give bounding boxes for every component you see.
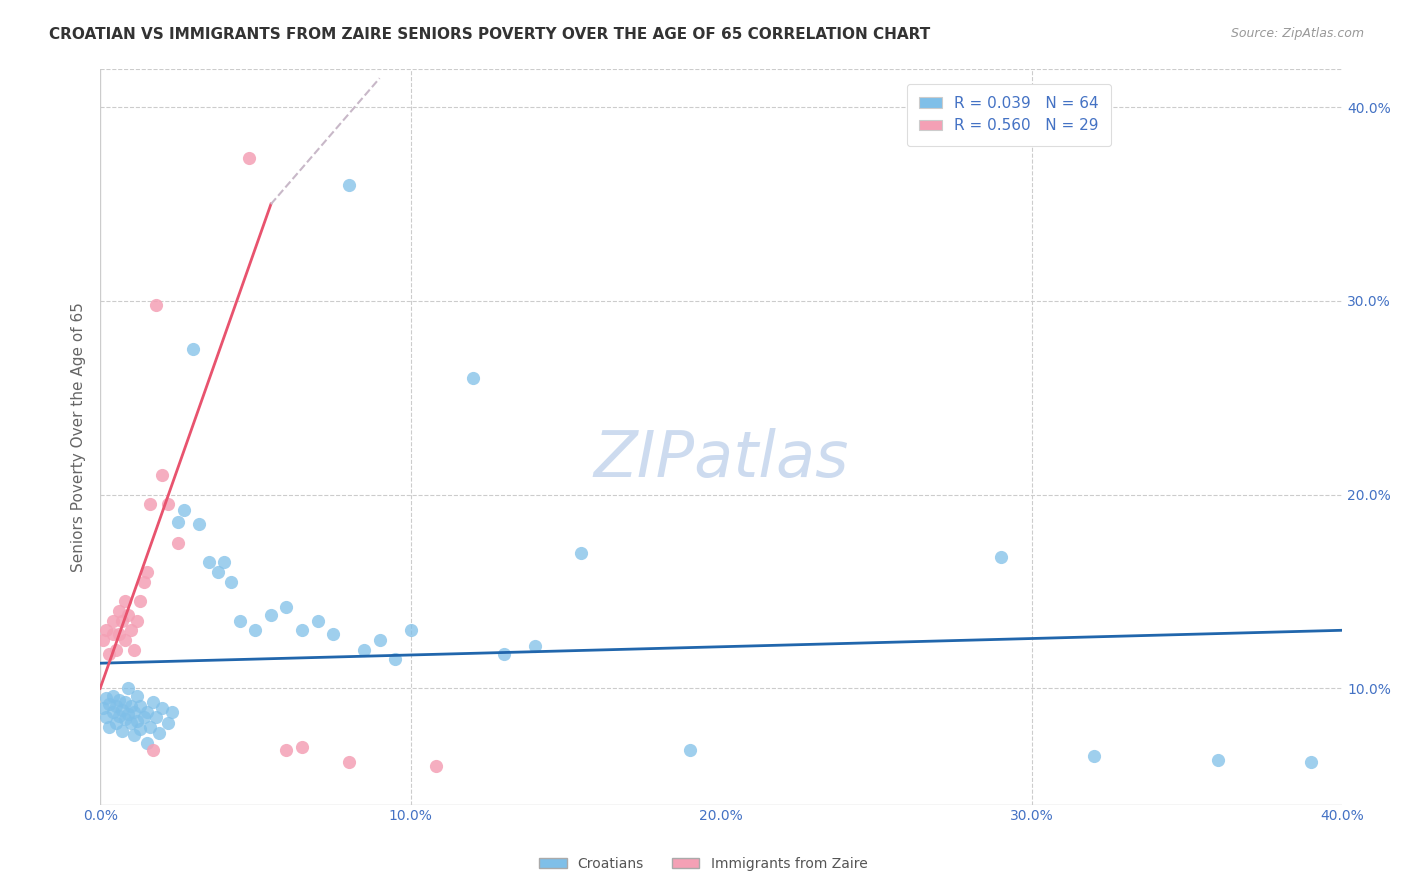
Point xyxy=(492,647,515,661)
Point xyxy=(135,705,157,719)
Point xyxy=(229,614,252,628)
Text: Source: ZipAtlas.com: Source: ZipAtlas.com xyxy=(1230,27,1364,40)
Point xyxy=(135,565,157,579)
Point xyxy=(166,536,188,550)
Point xyxy=(157,716,180,731)
Point xyxy=(160,705,183,719)
Legend: R = 0.039   N = 64, R = 0.560   N = 29: R = 0.039 N = 64, R = 0.560 N = 29 xyxy=(907,84,1111,145)
Point xyxy=(181,343,204,357)
Point xyxy=(111,703,134,717)
Point xyxy=(1301,755,1323,769)
Point xyxy=(1083,749,1105,764)
Point xyxy=(145,298,167,312)
Point xyxy=(198,556,221,570)
Point xyxy=(120,698,142,713)
Point xyxy=(142,743,165,757)
Point xyxy=(127,714,149,729)
Point xyxy=(384,652,406,666)
Point xyxy=(117,706,139,721)
Point xyxy=(107,604,129,618)
Point xyxy=(117,681,139,696)
Point xyxy=(337,755,360,769)
Point xyxy=(148,726,170,740)
Point xyxy=(679,743,702,757)
Point xyxy=(107,627,129,641)
Point xyxy=(132,710,155,724)
Point xyxy=(96,710,118,724)
Point xyxy=(337,178,360,192)
Point xyxy=(117,607,139,622)
Point xyxy=(101,627,124,641)
Point xyxy=(96,691,118,706)
Point xyxy=(353,642,375,657)
Point xyxy=(150,700,173,714)
Point xyxy=(276,743,298,757)
Point xyxy=(245,624,267,638)
Point xyxy=(129,594,152,608)
Text: CROATIAN VS IMMIGRANTS FROM ZAIRE SENIORS POVERTY OVER THE AGE OF 65 CORRELATION: CROATIAN VS IMMIGRANTS FROM ZAIRE SENIOR… xyxy=(49,27,931,42)
Point xyxy=(114,632,136,647)
Point xyxy=(157,497,180,511)
Point xyxy=(139,497,162,511)
Point xyxy=(238,151,260,165)
Point xyxy=(461,371,484,385)
Text: ZIPatlas: ZIPatlas xyxy=(593,427,849,490)
Point xyxy=(219,574,242,589)
Point xyxy=(129,698,152,713)
Point xyxy=(104,716,127,731)
Point xyxy=(150,468,173,483)
Point xyxy=(114,594,136,608)
Point xyxy=(98,647,121,661)
Point xyxy=(101,689,124,703)
Point xyxy=(91,700,114,714)
Point xyxy=(104,698,127,713)
Point xyxy=(98,720,121,734)
Point xyxy=(173,503,195,517)
Point xyxy=(127,689,149,703)
Point xyxy=(96,624,118,638)
Point xyxy=(307,614,329,628)
Point xyxy=(129,722,152,736)
Point xyxy=(188,516,211,531)
Point xyxy=(291,624,314,638)
Point xyxy=(368,632,391,647)
Y-axis label: Seniors Poverty Over the Age of 65: Seniors Poverty Over the Age of 65 xyxy=(72,301,86,572)
Point xyxy=(124,728,146,742)
Point xyxy=(91,632,114,647)
Point xyxy=(120,624,142,638)
Point xyxy=(571,546,593,560)
Point xyxy=(124,642,146,657)
Point xyxy=(260,607,283,622)
Point xyxy=(120,716,142,731)
Point xyxy=(98,697,121,711)
Point xyxy=(214,556,236,570)
Point xyxy=(139,720,162,734)
Point xyxy=(166,515,188,529)
Point xyxy=(101,614,124,628)
Point xyxy=(104,642,127,657)
Point xyxy=(111,724,134,739)
Point xyxy=(291,739,314,754)
Point xyxy=(114,695,136,709)
Legend: Croatians, Immigrants from Zaire: Croatians, Immigrants from Zaire xyxy=(533,851,873,876)
Point xyxy=(523,639,546,653)
Point xyxy=(107,708,129,723)
Point xyxy=(425,759,447,773)
Point xyxy=(142,695,165,709)
Point xyxy=(127,614,149,628)
Point xyxy=(114,712,136,726)
Point xyxy=(107,693,129,707)
Point xyxy=(135,736,157,750)
Point xyxy=(322,627,344,641)
Point xyxy=(399,624,422,638)
Point xyxy=(276,600,298,615)
Point xyxy=(207,565,229,579)
Point xyxy=(1206,753,1229,767)
Point xyxy=(990,549,1012,564)
Point xyxy=(111,614,134,628)
Point xyxy=(101,705,124,719)
Point xyxy=(132,574,155,589)
Point xyxy=(145,710,167,724)
Point xyxy=(124,705,146,719)
